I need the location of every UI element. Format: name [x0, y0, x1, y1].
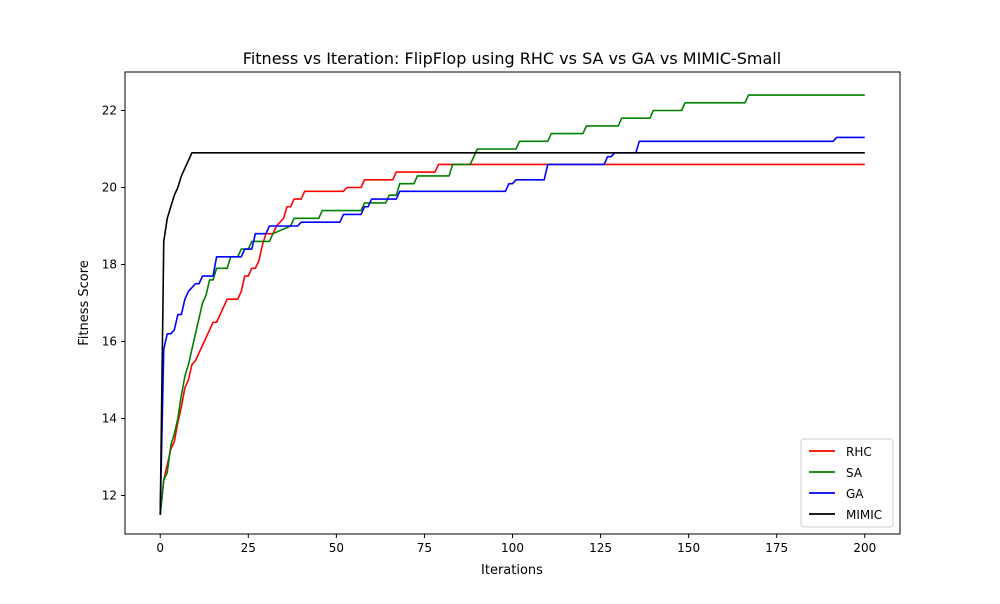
chart-title: Fitness vs Iteration: FlipFlop using RHC… [243, 49, 781, 68]
y-tick-label: 20 [102, 181, 117, 195]
legend-box [800, 438, 894, 528]
series-line-mimic [159, 152, 865, 515]
x-axis-label: Iterations [481, 563, 543, 578]
x-tick-label: 150 [677, 541, 700, 555]
y-axis-ticks: 12 14 16 18 20 22 [102, 104, 125, 503]
legend: RHC SA GA MIMIC [800, 438, 894, 528]
legend-label-mimic: MIMIC [846, 508, 882, 522]
legend-label-sa: SA [846, 466, 863, 480]
series-line-rhc [159, 163, 865, 515]
y-tick-label: 14 [102, 412, 117, 426]
x-tick-label: 75 [417, 541, 432, 555]
y-tick-label: 18 [102, 258, 117, 272]
y-tick-label: 16 [102, 335, 117, 349]
x-tick-label: 100 [501, 541, 524, 555]
x-tick-label: 125 [589, 541, 612, 555]
x-tick-label: 200 [853, 541, 876, 555]
x-tick-label: 0 [156, 541, 164, 555]
legend-label-ga: GA [846, 487, 864, 501]
y-axis-label: Fitness Score [77, 260, 92, 346]
series-line-ga [159, 136, 865, 515]
x-tick-label: 25 [241, 541, 256, 555]
plot-area [124, 71, 901, 535]
y-tick-label: 12 [102, 489, 117, 503]
x-tick-label: 175 [765, 541, 788, 555]
y-tick-label: 22 [102, 104, 117, 118]
series-line-sa [159, 94, 865, 515]
x-tick-label: 50 [329, 541, 344, 555]
x-axis-ticks: 0 25 50 75 100 125 150 175 200 [156, 534, 876, 555]
legend-label-rhc: RHC [846, 445, 872, 459]
